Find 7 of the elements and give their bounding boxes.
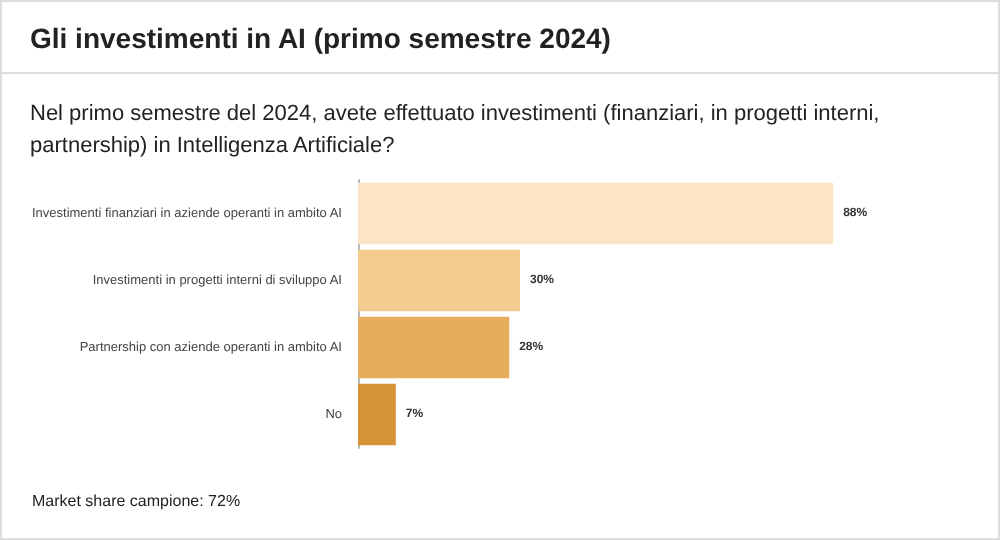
chart-subtitle: Nel primo semestre del 2024, avete effettuato investimenti (finanziari, in progetti interni, partnership) in Intelligenza Artificiale? [30,100,882,162]
bar [358,249,520,312]
bar [358,316,510,379]
text: Market share campione: 72% [32,492,241,510]
bar [358,383,396,446]
bar [358,182,834,245]
chart-title: Gli investimenti in AI (primo semestre 2024) [30,22,611,54]
